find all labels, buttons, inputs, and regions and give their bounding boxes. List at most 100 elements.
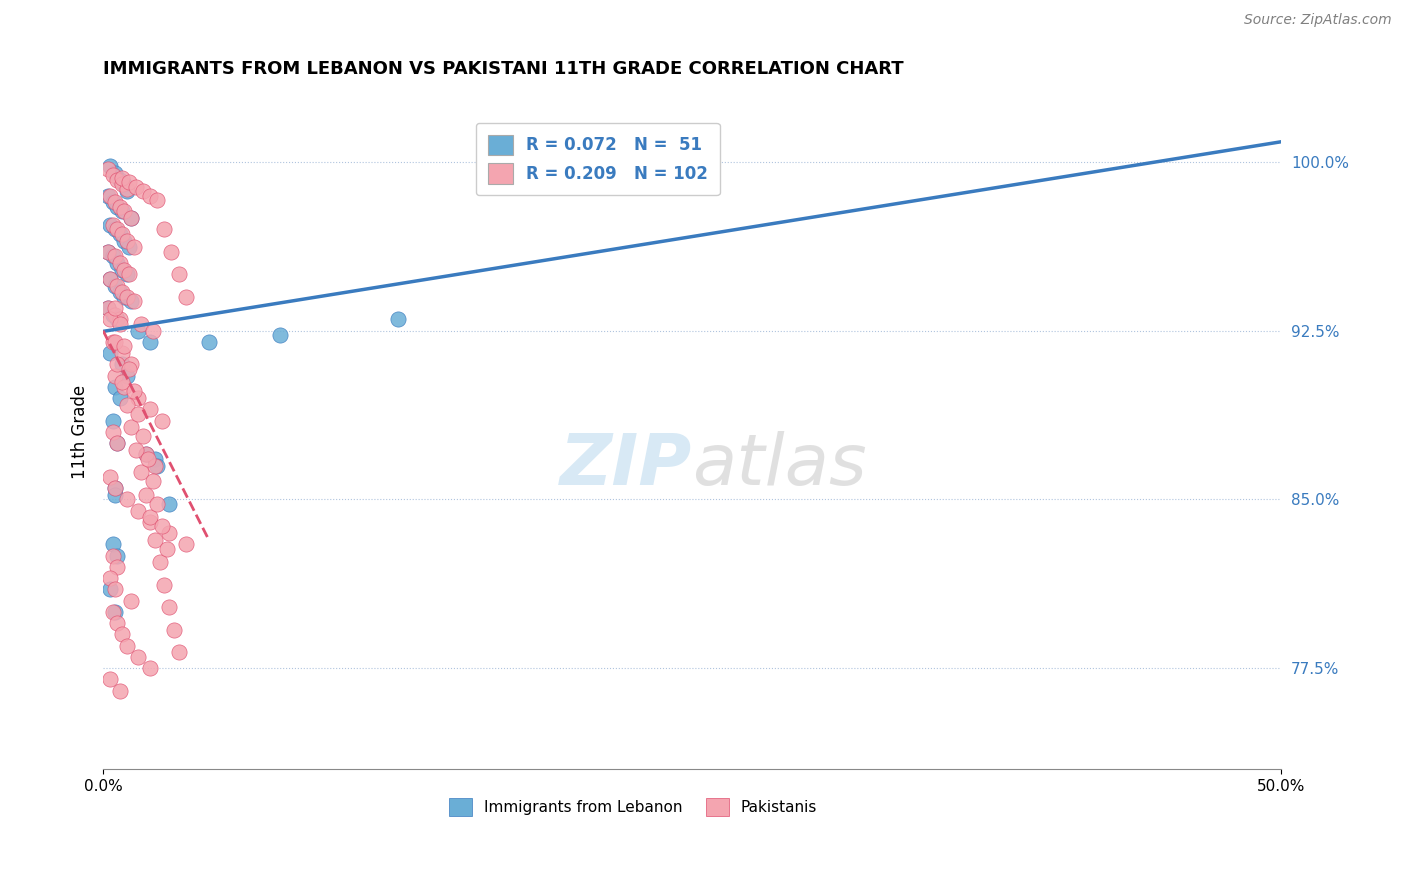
- Point: [111, 227, 134, 241]
- Point: [153, 578, 176, 592]
- Point: [118, 175, 141, 189]
- Point: [139, 515, 162, 529]
- Point: [125, 442, 148, 457]
- Point: [115, 639, 138, 653]
- Point: [104, 308, 127, 322]
- Point: [111, 285, 134, 300]
- Point: [157, 497, 180, 511]
- Point: [120, 420, 142, 434]
- Point: [111, 170, 134, 185]
- Point: [143, 458, 166, 473]
- Point: [105, 200, 128, 214]
- Point: [104, 380, 127, 394]
- Point: [269, 328, 291, 343]
- Point: [136, 451, 159, 466]
- Point: [97, 244, 120, 259]
- Point: [135, 488, 157, 502]
- Point: [129, 466, 152, 480]
- Point: [198, 334, 221, 349]
- Point: [108, 317, 131, 331]
- Point: [112, 234, 135, 248]
- Point: [387, 312, 409, 326]
- Point: [167, 268, 190, 282]
- Point: [104, 488, 127, 502]
- Point: [108, 200, 131, 214]
- Point: [98, 272, 121, 286]
- Point: [104, 582, 127, 597]
- Point: [115, 492, 138, 507]
- Point: [111, 346, 134, 360]
- Point: [108, 256, 131, 270]
- Point: [105, 278, 128, 293]
- Point: [139, 661, 162, 675]
- Point: [146, 193, 169, 207]
- Point: [105, 549, 128, 563]
- Point: [98, 673, 121, 687]
- Point: [105, 436, 128, 450]
- Point: [681, 166, 703, 180]
- Point: [105, 256, 128, 270]
- Point: [111, 627, 134, 641]
- Point: [115, 182, 138, 196]
- Point: [112, 290, 135, 304]
- Point: [139, 510, 162, 524]
- Point: [104, 222, 127, 236]
- Point: [112, 204, 135, 219]
- Point: [150, 519, 173, 533]
- Point: [174, 290, 197, 304]
- Point: [105, 357, 128, 371]
- Point: [122, 384, 145, 399]
- Point: [105, 616, 128, 631]
- Point: [129, 317, 152, 331]
- Point: [104, 481, 127, 495]
- Legend: Immigrants from Lebanon, Pakistanis: Immigrants from Lebanon, Pakistanis: [443, 791, 824, 822]
- Text: IMMIGRANTS FROM LEBANON VS PAKISTANI 11TH GRADE CORRELATION CHART: IMMIGRANTS FROM LEBANON VS PAKISTANI 11T…: [103, 60, 904, 78]
- Point: [101, 425, 124, 439]
- Point: [111, 178, 134, 192]
- Point: [139, 188, 162, 202]
- Point: [104, 334, 127, 349]
- Point: [101, 549, 124, 563]
- Text: Source: ZipAtlas.com: Source: ZipAtlas.com: [1244, 13, 1392, 28]
- Point: [105, 173, 128, 187]
- Point: [112, 263, 135, 277]
- Point: [105, 436, 128, 450]
- Point: [120, 294, 142, 309]
- Point: [115, 234, 138, 248]
- Point: [104, 249, 127, 263]
- Point: [139, 402, 162, 417]
- Point: [142, 324, 165, 338]
- Point: [163, 623, 186, 637]
- Point: [157, 600, 180, 615]
- Point: [98, 160, 121, 174]
- Point: [101, 218, 124, 232]
- Point: [108, 173, 131, 187]
- Point: [104, 368, 127, 383]
- Point: [108, 285, 131, 300]
- Point: [115, 368, 138, 383]
- Point: [97, 244, 120, 259]
- Point: [143, 533, 166, 547]
- Point: [98, 272, 121, 286]
- Point: [146, 458, 169, 473]
- Point: [98, 470, 121, 484]
- Point: [101, 605, 124, 619]
- Point: [139, 334, 162, 349]
- Point: [118, 268, 141, 282]
- Point: [160, 244, 183, 259]
- Point: [97, 188, 120, 202]
- Point: [104, 278, 127, 293]
- Point: [111, 263, 134, 277]
- Point: [122, 294, 145, 309]
- Point: [104, 481, 127, 495]
- Point: [112, 380, 135, 394]
- Point: [120, 357, 142, 371]
- Point: [115, 398, 138, 412]
- Point: [101, 308, 124, 322]
- Point: [118, 240, 141, 254]
- Point: [108, 683, 131, 698]
- Point: [111, 357, 134, 371]
- Point: [104, 195, 127, 210]
- Point: [112, 178, 135, 192]
- Point: [150, 414, 173, 428]
